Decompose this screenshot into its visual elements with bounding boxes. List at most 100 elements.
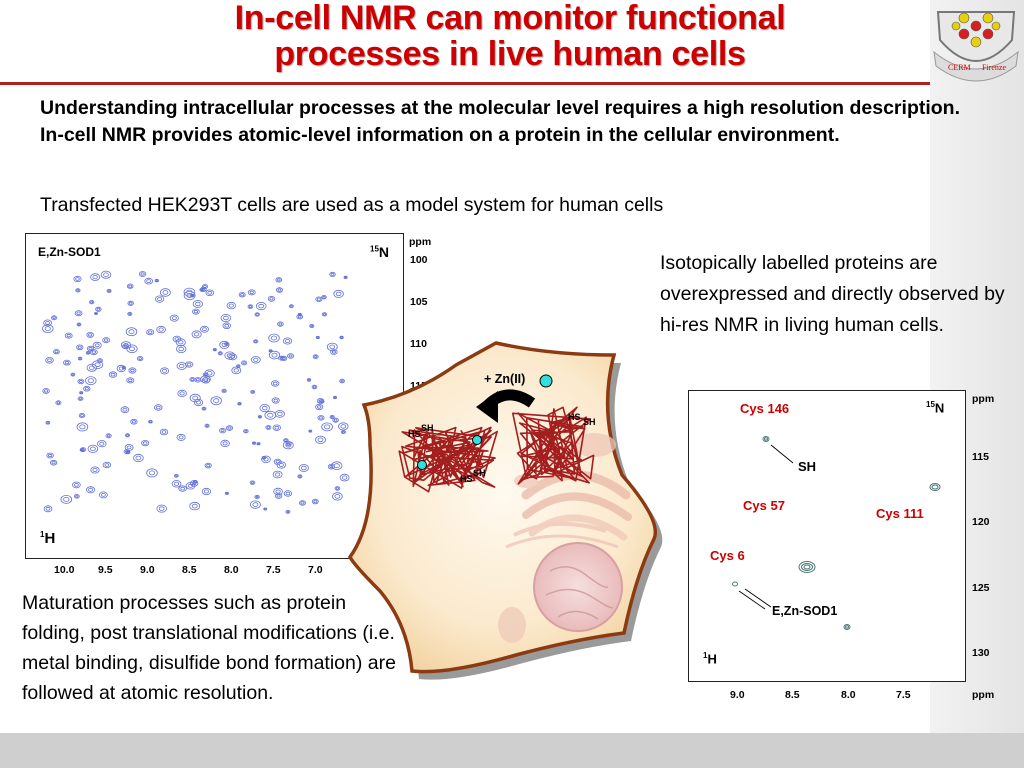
peak-contour xyxy=(298,464,309,472)
right-y-tick: 125 xyxy=(972,582,990,594)
peak-contour xyxy=(75,277,80,281)
peak-contour xyxy=(136,356,144,362)
peak-contour xyxy=(312,385,317,389)
peak-contour xyxy=(249,290,254,295)
logo-atoms xyxy=(951,12,1001,48)
peak-contour xyxy=(169,314,179,322)
title-line-1: In-cell NMR can monitor functional xyxy=(234,0,786,37)
peak-contour xyxy=(219,427,227,434)
cell-organelles xyxy=(498,433,632,643)
peak-contour xyxy=(225,425,234,431)
peak-contour xyxy=(330,273,335,276)
zinc-ion-bound xyxy=(417,460,427,470)
peak-contour xyxy=(338,422,349,431)
peak-contour xyxy=(311,498,319,505)
peak-contour xyxy=(224,351,236,360)
peak-contour xyxy=(298,475,302,478)
peak-label-ezn-sod1: E,Zn-SOD1 xyxy=(772,604,838,618)
sh-pointer xyxy=(770,444,794,464)
peak-contour xyxy=(128,301,133,305)
peak-contour xyxy=(102,337,110,344)
peak-contour xyxy=(104,463,110,467)
peak-contour xyxy=(277,411,283,416)
peak-contour xyxy=(254,312,260,317)
peak-contour xyxy=(263,507,268,511)
peak-contour xyxy=(273,398,278,403)
peak-contour xyxy=(300,501,305,505)
left-x-tick: 7.0 xyxy=(308,564,323,576)
peak-contour xyxy=(339,473,350,482)
protein-apo xyxy=(398,426,498,493)
peak-contour xyxy=(279,356,283,360)
peak-contour xyxy=(71,373,75,376)
peak-contour xyxy=(226,353,233,358)
peak-contour xyxy=(309,324,315,329)
peak-contour xyxy=(46,452,54,459)
peak-contour xyxy=(331,461,343,471)
peak-contour xyxy=(76,311,81,315)
peak-contour xyxy=(201,487,211,496)
peak-contour xyxy=(271,397,280,404)
peak-contour xyxy=(80,391,83,394)
protein-backbone xyxy=(398,426,498,493)
peak-contour xyxy=(195,378,200,382)
binding-arrow-head xyxy=(476,391,498,423)
peak-contour xyxy=(63,496,70,502)
peak-contour xyxy=(249,480,256,485)
peak-contour xyxy=(319,400,324,403)
peak-contour xyxy=(175,474,178,477)
peak-contour xyxy=(192,308,200,315)
peak-contour xyxy=(282,441,294,450)
peak-contour xyxy=(265,425,272,430)
peak-contour xyxy=(98,359,102,362)
peak-contour xyxy=(332,492,343,501)
peak-contour xyxy=(94,312,98,316)
peak-contour xyxy=(202,327,207,332)
peak-contour xyxy=(285,491,291,496)
peak-contour xyxy=(285,509,291,514)
peak-contour xyxy=(343,275,348,280)
peak-contour xyxy=(210,396,222,406)
peak-contour xyxy=(307,378,311,381)
peak-contour xyxy=(127,311,133,316)
peak-contour xyxy=(339,335,344,340)
left-x-tick: 7.5 xyxy=(266,564,281,576)
peak-contour xyxy=(317,437,324,443)
peak-contour xyxy=(86,486,96,494)
peak-contour xyxy=(106,434,111,438)
peak-contour xyxy=(138,357,142,360)
peak-contour xyxy=(204,369,215,378)
peak-contour xyxy=(223,315,229,321)
peak-contour xyxy=(314,355,318,358)
peak-contour xyxy=(275,472,281,477)
peak-contour xyxy=(76,322,82,327)
peak-contour xyxy=(254,494,260,500)
nucleus xyxy=(533,542,623,632)
peak-contour xyxy=(286,510,290,513)
peak-contour xyxy=(333,289,344,298)
peak-contour xyxy=(126,434,130,437)
peak-contour xyxy=(187,483,194,488)
peak-contour xyxy=(199,288,205,292)
peak-contour xyxy=(155,295,165,303)
peak-contour xyxy=(89,300,95,305)
peak-contour xyxy=(261,405,268,411)
peak-contour xyxy=(121,366,126,370)
peak-contour xyxy=(268,349,273,353)
peak-contour xyxy=(237,365,240,368)
peak-contour xyxy=(201,377,210,384)
peak-contour xyxy=(233,368,239,373)
peak-contour xyxy=(254,340,258,343)
peak-contour xyxy=(70,372,76,377)
peak-contour xyxy=(224,342,230,347)
peak-contour xyxy=(341,475,348,480)
left-x-tick: 8.0 xyxy=(224,564,239,576)
peak-contour xyxy=(322,313,326,316)
peak-contour xyxy=(95,306,102,312)
peak-contour xyxy=(171,480,182,488)
peak-contour xyxy=(193,480,198,484)
peak-contour xyxy=(92,341,102,349)
peak-contour xyxy=(45,321,51,325)
peak-contour xyxy=(126,445,132,450)
peak-contour xyxy=(80,447,87,453)
